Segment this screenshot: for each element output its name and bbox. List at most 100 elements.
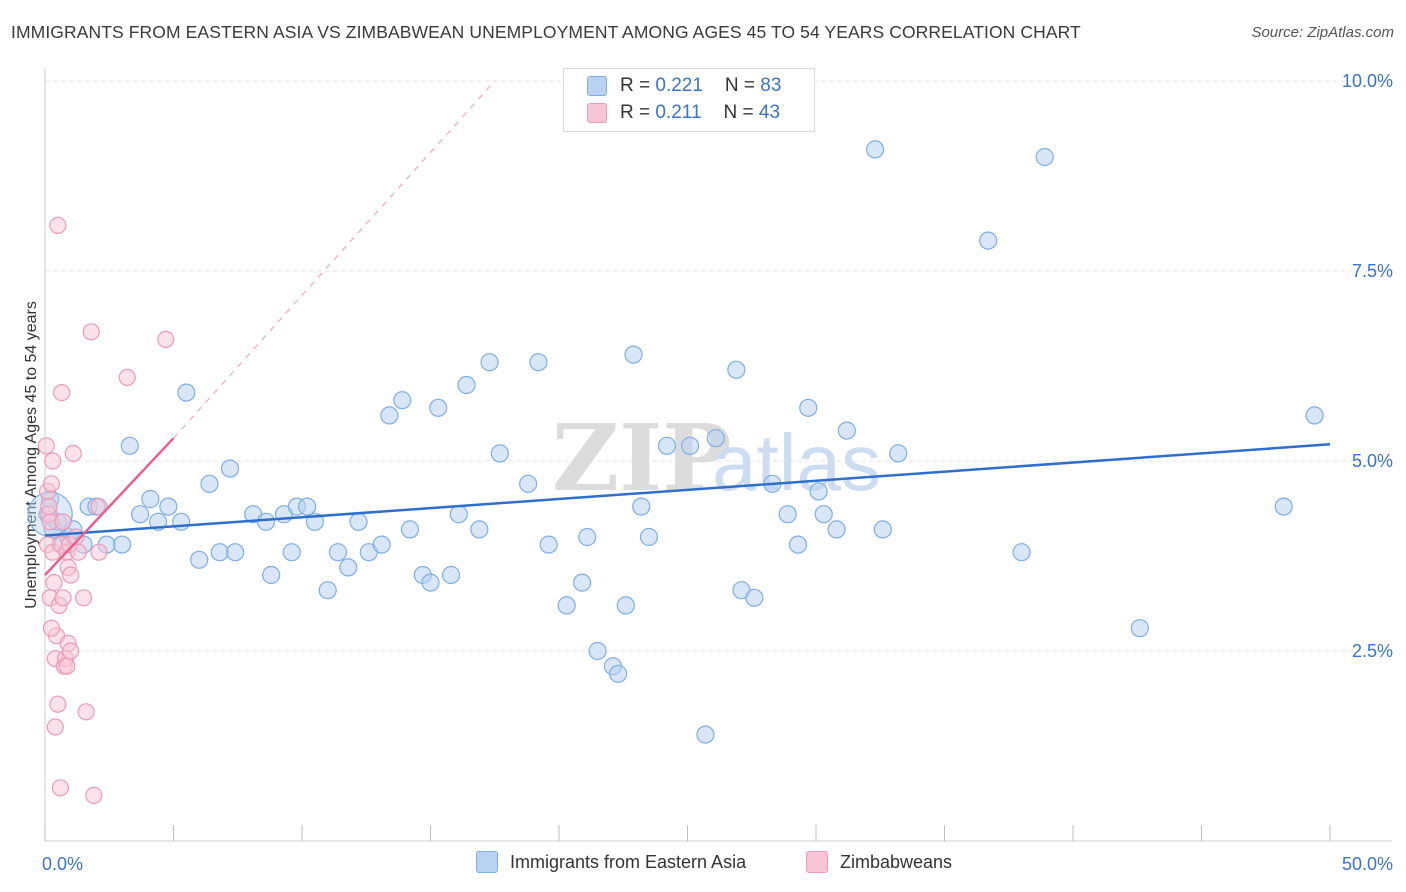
data-point-eastern-asia (557, 596, 576, 615)
correlation-legend: R = 0.221 N = 83 R = 0.211 N = 43 (563, 68, 815, 132)
data-point-eastern-asia (1305, 406, 1324, 425)
data-point-zimbabweans (42, 619, 61, 637)
data-point-zimbabweans (37, 437, 55, 455)
y-tick-label: 7.5% (1352, 261, 1393, 281)
data-point-zimbabweans (54, 589, 72, 607)
data-point-zimbabweans (53, 384, 71, 402)
data-point-eastern-asia (632, 497, 651, 516)
data-point-eastern-asia (470, 520, 489, 539)
watermark-zip: ZIP (552, 404, 731, 512)
data-point-zimbabweans (85, 786, 103, 805)
data-point-eastern-asia (457, 375, 476, 395)
data-point-eastern-asia (539, 535, 558, 554)
data-point-eastern-asia (393, 391, 412, 410)
legend-r-label: R = (620, 102, 656, 123)
data-point-eastern-asia (616, 596, 635, 615)
legend-swatch-blue (476, 851, 498, 873)
legend-label: Zimbabweans (840, 851, 953, 872)
data-point-eastern-asia (799, 398, 818, 417)
data-point-eastern-asia (1274, 497, 1293, 516)
data-point-zimbabweans (77, 703, 95, 721)
trend-lines (44, 437, 1331, 576)
data-point-zimbabweans (64, 444, 82, 462)
data-point-zimbabweans (40, 498, 58, 516)
data-point-eastern-asia (680, 436, 700, 455)
data-point-eastern-asia (1012, 543, 1031, 562)
data-point-eastern-asia (788, 535, 808, 554)
data-point-zimbabweans (58, 657, 76, 675)
data-point-eastern-asia (778, 505, 797, 524)
data-point-eastern-asia (889, 444, 908, 463)
trend-line-eastern-asia (44, 443, 1331, 537)
data-point-eastern-asia (727, 360, 746, 379)
legend-swatch-pink (587, 103, 607, 123)
legend-row-eastern-asia: R = 0.221 N = 83 (587, 73, 782, 99)
legend-row-zimbabweans: R = 0.211 N = 43 (587, 100, 781, 126)
legend-item-eastern-asia[interactable]: Immigrants from Eastern Asia (476, 851, 746, 873)
data-point-zimbabweans (49, 216, 67, 234)
data-point-eastern-asia (449, 505, 468, 524)
data-point-eastern-asia (380, 406, 399, 425)
data-point-eastern-asia (210, 543, 229, 562)
data-point-eastern-asia (1035, 147, 1054, 167)
data-point-eastern-asia (400, 520, 420, 539)
legend-r-value: 0.221 (655, 75, 703, 96)
legend-n-value: 83 (760, 75, 782, 96)
data-point-zimbabweans (157, 330, 175, 348)
legend-r-value: 0.211 (655, 102, 702, 123)
data-point-eastern-asia (220, 459, 240, 478)
data-point-zimbabweans (90, 543, 108, 561)
legend-n-value: 43 (758, 102, 781, 123)
data-point-eastern-asia (190, 550, 209, 569)
data-point-eastern-asia (256, 512, 276, 531)
data-point-eastern-asia (480, 353, 499, 372)
data-point-eastern-asia (873, 520, 892, 539)
data-point-zimbabweans (62, 642, 80, 660)
data-point-eastern-asia (130, 505, 150, 524)
data-point-eastern-asia (657, 436, 677, 455)
tick-labels: 2.5% 5.0% 7.5% 10.0% 0.0% 50.0% (42, 71, 1393, 874)
legend-r-label: R = (620, 75, 656, 96)
data-point-eastern-asia (226, 543, 245, 562)
data-point-eastern-asia (519, 474, 538, 493)
data-point-eastern-asia (318, 581, 337, 600)
data-point-eastern-asia (172, 512, 191, 531)
data-point-eastern-asia (624, 345, 643, 364)
legend-n-label: N = (723, 102, 759, 123)
data-point-zimbabweans (44, 452, 62, 470)
y-tick-label: 5.0% (1352, 451, 1393, 471)
trend-extension-zimbabweans (173, 80, 496, 439)
x-tick-label-min: 0.0% (42, 854, 83, 874)
data-point-zimbabweans (69, 543, 88, 561)
data-point-eastern-asia (706, 429, 725, 448)
data-point-eastern-asia (328, 543, 348, 562)
y-tick-label: 2.5% (1352, 641, 1393, 661)
data-point-eastern-asia (866, 140, 885, 159)
data-point-eastern-asia (745, 588, 764, 607)
data-point-eastern-asia (827, 520, 846, 539)
data-point-eastern-asia (262, 565, 281, 585)
data-point-eastern-asia (1130, 619, 1149, 638)
data-point-eastern-asia (177, 383, 196, 402)
data-point-eastern-asia (837, 421, 856, 440)
data-point-eastern-asia (609, 664, 628, 683)
data-point-eastern-asia (696, 725, 715, 744)
legend-swatch-pink (806, 851, 828, 873)
data-point-zimbabweans (62, 566, 80, 584)
data-point-eastern-asia (200, 474, 219, 493)
x-tick-label-max: 50.0% (1342, 854, 1393, 874)
data-point-zimbabweans (54, 513, 72, 531)
data-point-eastern-asia (429, 398, 448, 417)
data-point-eastern-asia (298, 497, 317, 516)
grid (45, 80, 1392, 652)
data-point-zimbabweans (45, 573, 63, 592)
data-point-eastern-asia (979, 231, 998, 250)
data-point-eastern-asia (809, 482, 828, 501)
legend-item-zimbabweans[interactable]: Zimbabweans (806, 851, 952, 873)
chart-title: IMMIGRANTS FROM EASTERN ASIA VS ZIMBABWE… (11, 22, 1081, 42)
data-point-eastern-asia (339, 558, 358, 577)
data-point-eastern-asia (159, 497, 178, 516)
data-point-eastern-asia (578, 527, 597, 547)
data-point-zimbabweans (46, 718, 64, 736)
